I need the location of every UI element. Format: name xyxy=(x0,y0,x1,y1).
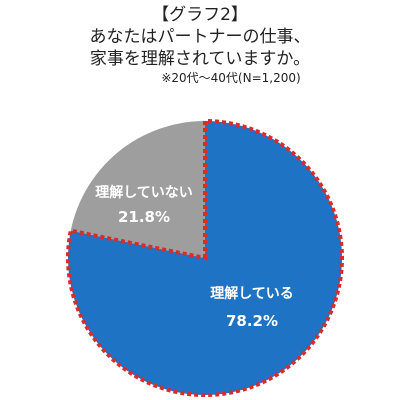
pie-labels: 理解している 78.2% 理解していない 21.8% xyxy=(95,184,294,330)
pie-slice-label-1: 理解している xyxy=(210,285,294,302)
chart-subtitle: ※20代～40代(N=1,200) xyxy=(161,71,301,85)
chart-header: 【グラフ2】 あなたはパートナーの仕事、 家事を理解されていますか。 ※20代～… xyxy=(0,4,400,86)
pie-slice-value-1: 78.2% xyxy=(226,312,278,330)
pie-slices xyxy=(66,118,344,397)
chart-title-line-3: 家事を理解されていますか。 xyxy=(89,49,311,69)
pie-slice-value-2: 21.8% xyxy=(118,208,170,226)
chart-title-line-2: あなたはパートナーの仕事、 xyxy=(89,27,311,47)
chart-title-line-1: 【グラフ2】 xyxy=(152,5,248,25)
pie-slice-2 xyxy=(70,121,205,258)
pie-slice-label-2: 理解していない xyxy=(95,184,193,201)
highlight-dashed-border xyxy=(66,118,344,397)
